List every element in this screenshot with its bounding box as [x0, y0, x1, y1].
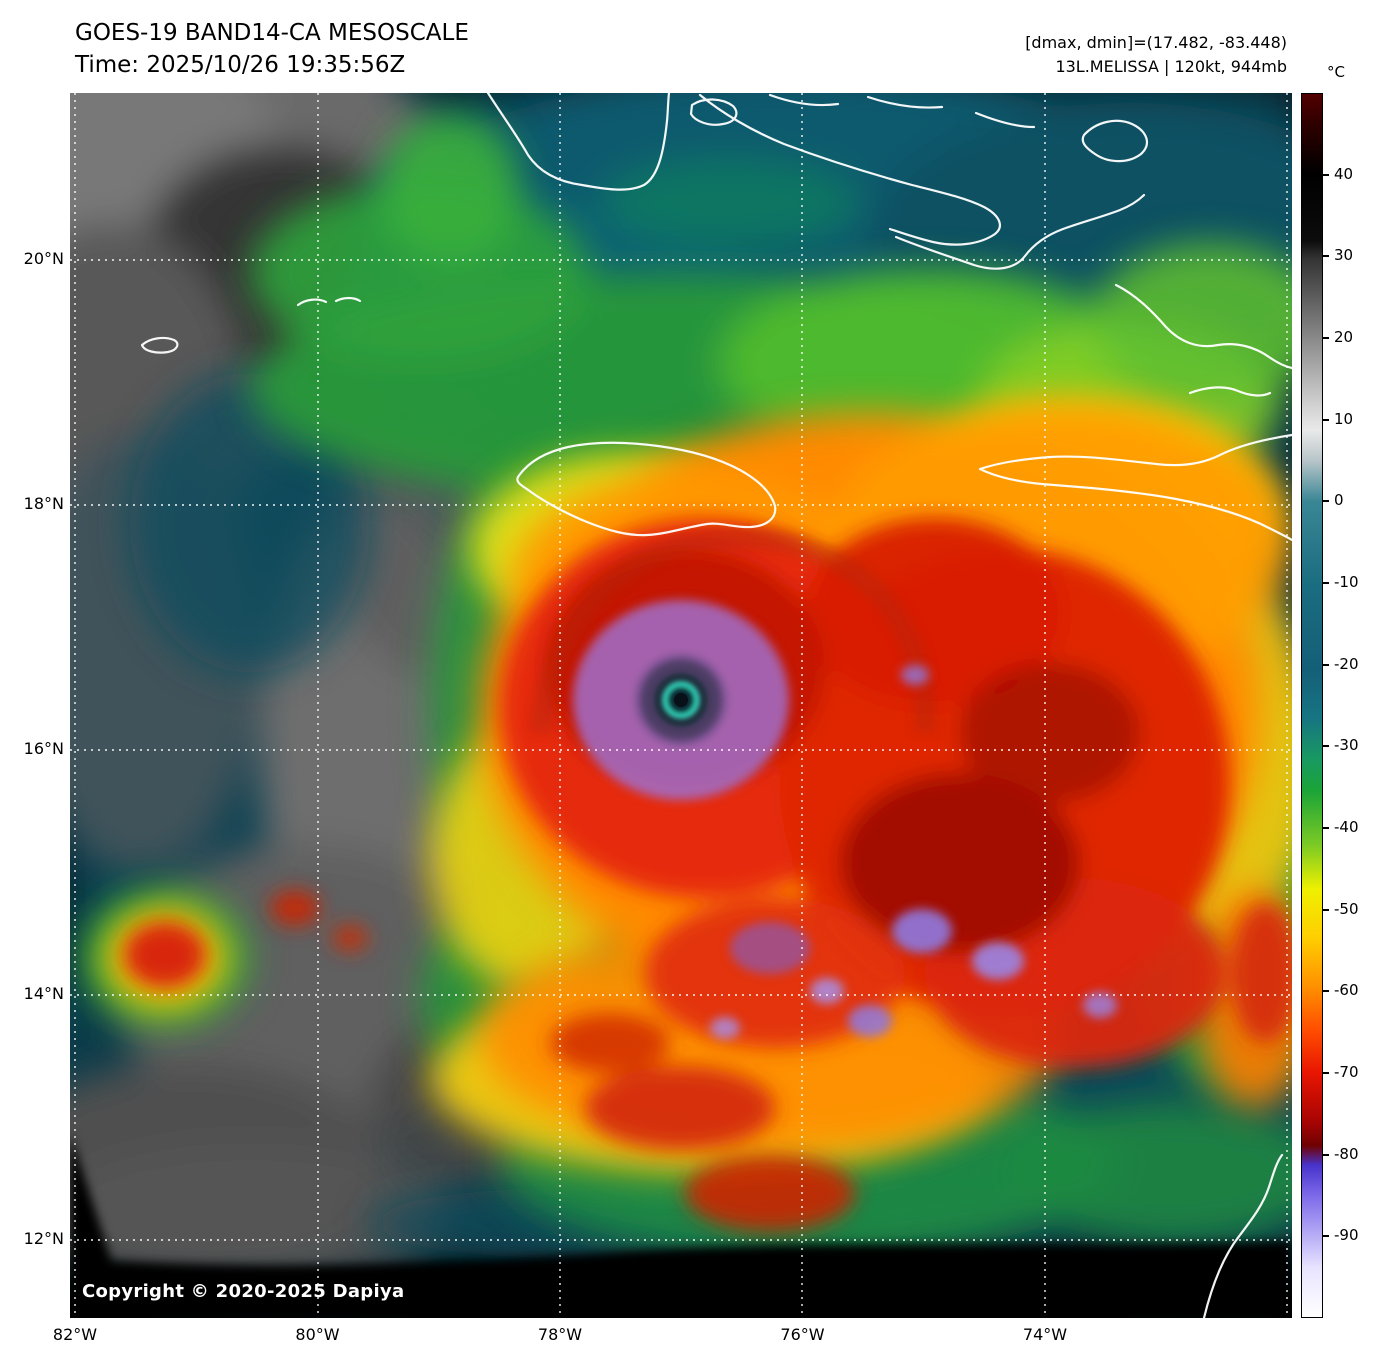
- x-axis-tick-label: 76°W: [780, 1325, 825, 1344]
- cuba-north-coast-fragments: [768, 93, 1036, 129]
- satellite-image: [70, 93, 1292, 1318]
- scan-edge: [70, 1133, 1292, 1318]
- x-axis-tick-label: 78°W: [537, 1325, 583, 1344]
- cuba-bay-islet: [689, 98, 738, 126]
- jamaica-coastline: [516, 441, 777, 537]
- south-america-coastline: [1202, 1153, 1284, 1318]
- page-title: GOES-19 BAND14-CA MESOSCALE: [75, 20, 469, 46]
- copyright-label: Copyright © 2020-2025 Dapiya: [82, 1281, 405, 1302]
- satellite-map: Copyright © 2020-2025 Dapiya: [70, 93, 1292, 1318]
- colorbar-tick-label: -70: [1334, 1063, 1359, 1081]
- colorbar-tick-label: 30: [1334, 246, 1354, 265]
- colorbar-tick-label: 0: [1334, 491, 1344, 510]
- hispaniola-north-coast: [1114, 283, 1292, 370]
- coastlines: [140, 93, 1292, 1318]
- colorbar-gradient: [1301, 93, 1323, 1318]
- grand-cayman-island: [140, 336, 179, 354]
- colorbar-tick-label: -10: [1334, 573, 1359, 591]
- colorbar-tick-label: 40: [1334, 164, 1354, 183]
- y-axis-tick-label: 20°N: [23, 249, 64, 268]
- dmax-dmin-readout: [dmax, dmin]=(17.482, -83.448): [1025, 33, 1287, 52]
- cuba-coastline-south: [698, 93, 1001, 246]
- colorbar-tick-label: -60: [1334, 981, 1359, 1000]
- x-axis-tick-label: 74°W: [1022, 1325, 1068, 1344]
- colorbar-tick-label: 10: [1334, 409, 1354, 428]
- colorbar-tick-mark: [1323, 827, 1329, 829]
- little-cayman-islands: [296, 296, 362, 307]
- colorbar-tick-mark: [1323, 173, 1329, 176]
- colorbar-tick-mark: [1323, 745, 1329, 748]
- colorbar-tick-mark: [1323, 418, 1329, 421]
- colorbar-tick-label: -40: [1334, 818, 1359, 836]
- colorbar-tick-mark: [1323, 1153, 1329, 1156]
- colorbar-tick-mark: [1323, 582, 1329, 584]
- colorbar-tick-label: -20: [1334, 654, 1359, 673]
- y-axis-tick-label: 18°N: [23, 494, 64, 513]
- colorbar-tick-mark: [1323, 990, 1329, 993]
- colorbar-tick-mark: [1323, 663, 1329, 666]
- colorbar-tick-mark: [1323, 337, 1329, 339]
- x-axis-tick-label: 80°W: [295, 1325, 340, 1344]
- cloud-layer-red: [123, 518, 1292, 1231]
- tiburon-peninsula: [978, 433, 1292, 542]
- colorbar-tick-label: -50: [1334, 899, 1359, 918]
- grid-lines: [70, 93, 1292, 1318]
- colorbar-tick-label: 20: [1334, 328, 1354, 346]
- inagua-island: [1081, 119, 1149, 163]
- colorbar-tick-mark: [1323, 255, 1329, 258]
- hurricane-eye: [654, 673, 708, 727]
- colorbar-unit-label: °C: [1327, 63, 1345, 81]
- colorbar-tick-label: -90: [1334, 1226, 1359, 1245]
- colorbar-tick-mark: [1323, 500, 1329, 503]
- x-axis-labels: 82°W 80°W 78°W 76°W 74°W: [0, 1325, 1390, 1351]
- colorbar-tick-mark: [1323, 1235, 1329, 1238]
- cuba-coastline-west: [486, 93, 671, 191]
- y-axis-tick-label: 16°N: [23, 739, 64, 758]
- colorbar-tick-mark: [1323, 1072, 1329, 1074]
- colorbar-tick-label: -80: [1334, 1144, 1359, 1163]
- image-timestamp: Time: 2025/10/26 19:35:56Z: [75, 52, 406, 78]
- y-axis-labels: 20°N 18°N 16°N 14°N 12°N: [0, 0, 64, 1359]
- colorbar-tick-mark: [1323, 908, 1329, 911]
- y-axis-tick-label: 14°N: [23, 984, 64, 1003]
- x-axis-tick-label: 82°W: [52, 1325, 98, 1344]
- y-axis-tick-label: 12°N: [23, 1229, 64, 1248]
- colorbar-tick-label: -30: [1334, 736, 1359, 755]
- gonave-island: [1188, 386, 1272, 397]
- cuba-coastline-southeast: [894, 193, 1146, 270]
- storm-info-label: 13L.MELISSA | 120kt, 944mb: [1055, 57, 1287, 76]
- spiral-band: [529, 526, 937, 734]
